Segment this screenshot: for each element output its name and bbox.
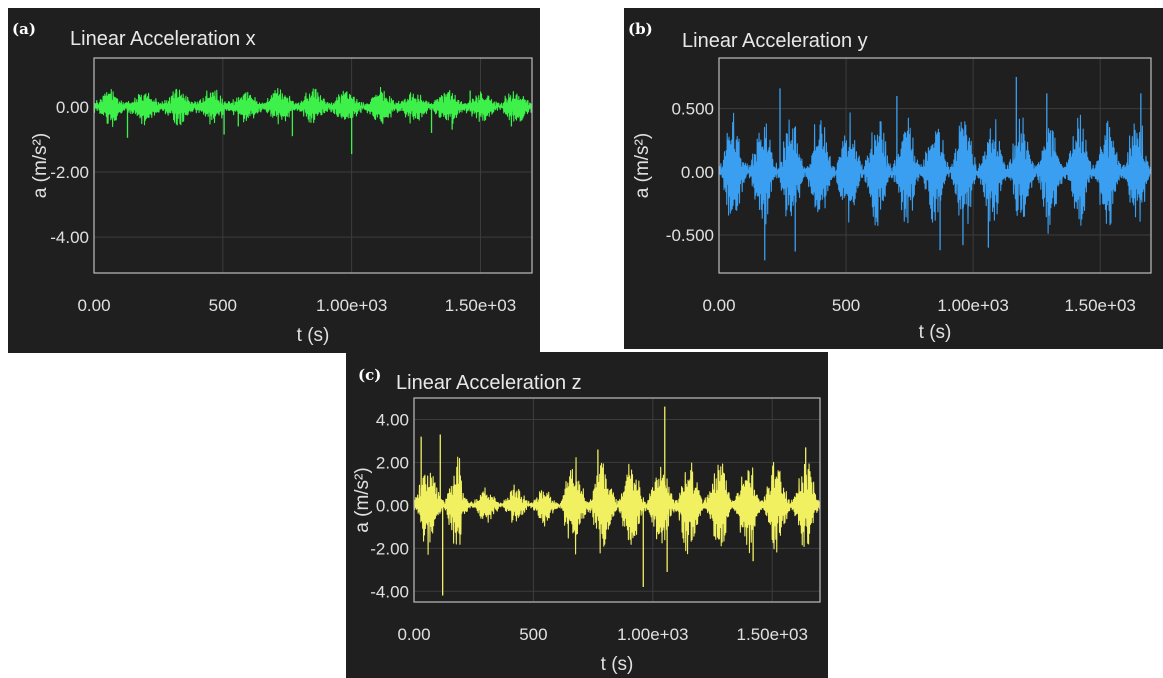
- chart-panel-b: (b) Linear Acceleration y 0.00 500 1.00e+03 1…: [624, 8, 1163, 349]
- y-tick-label: -2.00: [50, 163, 89, 182]
- y-tick-label: -0.500: [666, 226, 714, 245]
- y-tick-label: 0.00: [681, 163, 714, 182]
- x-axis-label: t (s): [297, 325, 330, 346]
- chart-panel-c: (c) Linear Acceleration z 0.00 500 1.00e+03 1…: [346, 352, 828, 678]
- y-tick-label: 4.00: [376, 410, 409, 429]
- x-axis-label: t (s): [601, 654, 634, 675]
- x-tick-label: 1.50e+03: [445, 296, 516, 315]
- series-line: [414, 456, 820, 555]
- plot-frame: [93, 57, 533, 274]
- y-tick-label: 2.00: [376, 453, 409, 472]
- x-tick-label: 500: [519, 625, 547, 644]
- y-tick-label: -4.00: [50, 228, 89, 247]
- y-tick-label: 0.500: [671, 100, 714, 119]
- chart-title: Linear Acceleration y: [682, 30, 868, 52]
- x-tick-label: 0.00: [397, 625, 430, 644]
- chart-title: Linear Acceleration z: [396, 372, 582, 394]
- x-tick-label: 0.00: [77, 296, 110, 315]
- y-tick-label: 0.00: [56, 98, 89, 117]
- chart-b-svg: (b) Linear Acceleration y 0.00 500 1.00e+03 1…: [628, 20, 1152, 343]
- y-tick-label: -4.00: [370, 582, 409, 601]
- x-tick-label: 1.00e+03: [316, 296, 387, 315]
- panel-tag: (c): [358, 366, 381, 384]
- plot-frame: [718, 57, 1152, 274]
- x-tick-label: 500: [209, 296, 237, 315]
- y-axis-label: a (m/s²): [352, 467, 373, 532]
- x-tick-label: 0.00: [702, 296, 735, 315]
- x-axis-label: t (s): [919, 322, 952, 343]
- x-tick-label: 1.50e+03: [737, 625, 808, 644]
- x-tick-label: 1.00e+03: [617, 625, 688, 644]
- plot-frame: [413, 397, 821, 603]
- x-tick-label: 1.50e+03: [1064, 296, 1135, 315]
- chart-title: Linear Acceleration x: [70, 28, 256, 50]
- series-line: [719, 112, 1151, 234]
- y-axis-label: a (m/s²): [632, 133, 653, 198]
- panel-tag: (a): [12, 20, 36, 38]
- series-line: [94, 86, 532, 128]
- y-tick-label: -2.00: [370, 539, 409, 558]
- panel-tag: (b): [628, 20, 653, 38]
- chart-panel-a: (a) Linear Acceleration x 0.00 500 1.00e+03 1…: [8, 8, 540, 353]
- chart-a-svg: (a) Linear Acceleration x 0.00 500 1.00e+03 1…: [12, 20, 533, 346]
- chart-c-svg: (c) Linear Acceleration z 0.00 500 1.00e+03 1…: [352, 366, 821, 675]
- y-axis-label: a (m/s²): [30, 133, 51, 198]
- x-tick-label: 500: [832, 296, 860, 315]
- y-tick-label: 0.00: [376, 496, 409, 515]
- x-tick-label: 1.00e+03: [937, 296, 1008, 315]
